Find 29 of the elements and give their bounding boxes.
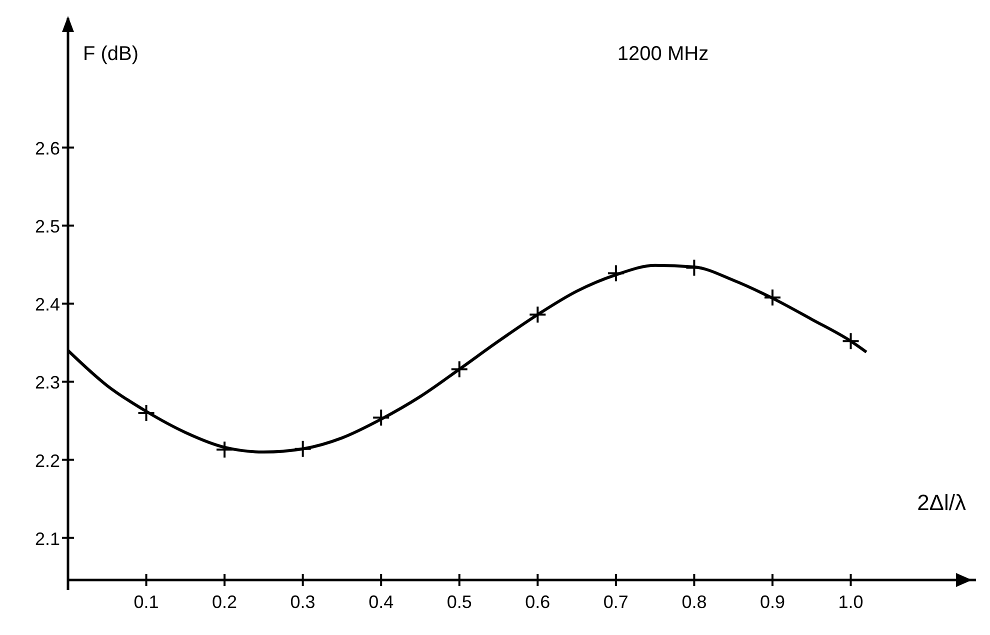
point <box>137 404 156 422</box>
point <box>216 440 234 459</box>
point <box>450 360 468 378</box>
point <box>372 408 390 427</box>
point <box>294 440 312 458</box>
point <box>763 288 782 306</box>
y-tick-label: 2.5 <box>34 216 60 237</box>
x-axis-title: 2Δl/λ <box>917 490 966 515</box>
x-tick-label: 0.3 <box>290 592 316 612</box>
x-tick-label: 0.6 <box>525 592 550 612</box>
x-tick-label: 0.2 <box>212 592 238 612</box>
y-tick-label: 2.4 <box>34 294 60 315</box>
point <box>685 258 704 277</box>
point <box>528 306 547 324</box>
y-tick-label: 2.6 <box>34 138 60 159</box>
y-tick-label: 2.3 <box>34 372 60 393</box>
y-tick-label: 2.1 <box>34 528 60 549</box>
x-tick-label: 0.9 <box>760 592 785 612</box>
y-tick-label: 2.2 <box>34 450 60 471</box>
x-tick-label: 0.8 <box>682 592 707 612</box>
x-tick-label: 1.0 <box>838 592 864 612</box>
point <box>842 332 860 350</box>
y-axis-title: F (dB) <box>83 43 139 65</box>
point <box>606 264 625 282</box>
x-tick-label: 0.5 <box>446 592 472 612</box>
x-tick-label: 0.7 <box>603 592 628 612</box>
text: 1200 MHz <box>617 43 709 65</box>
x-tick-label: 0.1 <box>134 592 159 612</box>
x-tick-label: 0.4 <box>368 592 394 612</box>
